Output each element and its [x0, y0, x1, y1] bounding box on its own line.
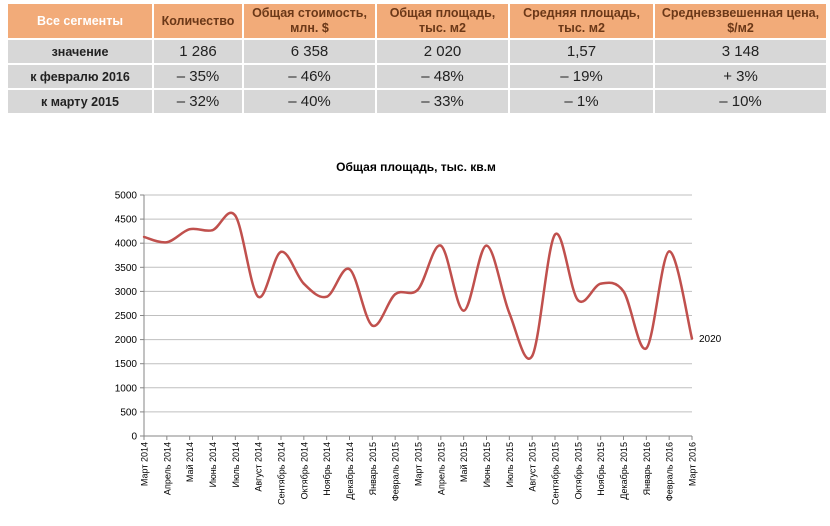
series-line	[143, 211, 694, 360]
x-tick-label: Декабрь 2014	[345, 442, 355, 500]
table-row: к марту 2015 – 32% – 40% – 33% – 1% – 10…	[8, 89, 828, 115]
data-point	[485, 244, 488, 247]
x-tick-label: Октябрь 2015	[573, 442, 583, 499]
y-tick-label: 1000	[115, 383, 138, 394]
x-tick-label: Февраль 2016	[665, 442, 675, 501]
table-cell: – 19%	[509, 64, 655, 90]
data-point	[530, 354, 534, 358]
x-tick-label: Январь 2015	[368, 442, 378, 495]
table-cell: – 46%	[243, 64, 377, 90]
x-tick-label: Октябрь 2014	[299, 442, 309, 499]
x-tick-label: Февраль 2015	[391, 442, 401, 501]
x-tick-label: Сентябрь 2014	[277, 442, 287, 505]
data-point	[645, 347, 648, 350]
table-cell: 1,57	[509, 39, 655, 65]
data-point	[348, 268, 351, 271]
x-tick-label: Декабрь 2015	[619, 442, 629, 500]
table-cell: 2 020	[376, 39, 510, 65]
table-row: к февралю 2016 – 35% – 46% – 48% – 19% +…	[8, 64, 828, 90]
x-tick-label: Март 2015	[414, 442, 424, 486]
data-point	[439, 244, 443, 247]
table-row: значение 1 286 6 358 2 020 1,57 3 148	[8, 39, 828, 65]
x-tick-label: Апрель 2015	[436, 442, 446, 495]
data-point	[256, 295, 260, 298]
x-tick-label: Ноябрь 2014	[322, 442, 332, 496]
x-tick-label: Июнь 2014	[208, 442, 218, 487]
y-tick-label: 4500	[115, 215, 138, 226]
data-point	[371, 324, 374, 327]
data-point	[508, 311, 511, 315]
summary-table: Все сегменты Количество Общая стоимость,…	[8, 4, 828, 115]
x-tick-label: Август 2014	[254, 442, 264, 492]
header-weighted-price: Средневзвешенная цена, $/м2	[654, 4, 828, 40]
x-tick-label: Август 2015	[528, 442, 538, 492]
table-header-row: Все сегменты Количество Общая стоимость,…	[8, 4, 828, 40]
data-point	[622, 290, 625, 293]
x-tick-label: Июль 2014	[231, 442, 241, 487]
data-point	[416, 288, 420, 291]
y-tick-label: 3500	[115, 263, 138, 274]
table-cell: – 10%	[654, 89, 828, 115]
x-tick-label: Апрель 2014	[162, 442, 172, 495]
end-value-label: 2020	[699, 334, 722, 345]
x-tick-label: Июль 2015	[505, 442, 515, 487]
row-label: к февралю 2016	[8, 64, 154, 90]
data-point	[142, 235, 146, 239]
header-total-area: Общая площадь, тыс. м2	[376, 4, 510, 40]
data-point	[690, 337, 694, 340]
header-avg-area: Средняя площадь, тыс. м2	[509, 4, 655, 40]
data-point	[576, 298, 580, 302]
table-cell: – 48%	[376, 64, 510, 90]
data-point	[462, 309, 465, 312]
header-total-cost: Общая стоимость, млн. $	[243, 4, 377, 40]
y-tick-label: 2500	[115, 311, 138, 322]
y-tick-label: 3000	[115, 287, 138, 298]
row-label: значение	[8, 39, 154, 65]
table-cell: 6 358	[243, 39, 377, 65]
y-tick-label: 4000	[115, 239, 138, 250]
y-tick-label: 2000	[115, 335, 138, 346]
header-count: Количество	[153, 4, 244, 40]
x-tick-label: Июнь 2015	[482, 442, 492, 487]
data-point	[165, 241, 169, 244]
table-cell: 1 286	[153, 39, 244, 65]
data-point	[325, 295, 328, 298]
data-point	[667, 250, 671, 253]
table-cell: – 32%	[153, 89, 244, 115]
table-cell: – 35%	[153, 64, 244, 90]
header-all-segments: Все сегменты	[8, 4, 154, 40]
y-tick-label: 500	[120, 407, 137, 418]
table-cell: 3 148	[654, 39, 828, 65]
area-line-chart: Общая площадь, тыс. кв.м 0 500 1000 1500 200…	[115, 160, 722, 505]
data-point	[393, 293, 397, 296]
table-cell: – 40%	[243, 89, 377, 115]
x-tick-label: Сентябрь 2015	[551, 442, 561, 505]
y-tick-label: 1500	[115, 359, 138, 370]
table-cell: – 1%	[509, 89, 655, 115]
x-tick-label: Март 2016	[688, 442, 698, 486]
y-tick-label: 0	[131, 432, 137, 443]
data-point	[211, 228, 214, 232]
data-point	[599, 282, 602, 285]
data-point	[302, 282, 306, 285]
x-tick-label: Ноябрь 2015	[596, 442, 606, 496]
data-point	[234, 214, 237, 217]
y-tick-label: 5000	[115, 191, 138, 202]
data-point	[188, 228, 191, 231]
row-label: к марту 2015	[8, 89, 154, 115]
x-tick-label: Март 2014	[140, 442, 150, 486]
x-tick-label: Январь 2016	[642, 442, 652, 495]
data-point	[553, 233, 557, 236]
table-cell: + 3%	[654, 64, 828, 90]
table-cell: – 33%	[376, 89, 510, 115]
x-tick-label: Май 2014	[185, 442, 195, 482]
x-tick-label: Май 2015	[459, 442, 469, 482]
chart-title: Общая площадь, тыс. кв.м	[336, 160, 496, 174]
data-point	[279, 250, 283, 254]
